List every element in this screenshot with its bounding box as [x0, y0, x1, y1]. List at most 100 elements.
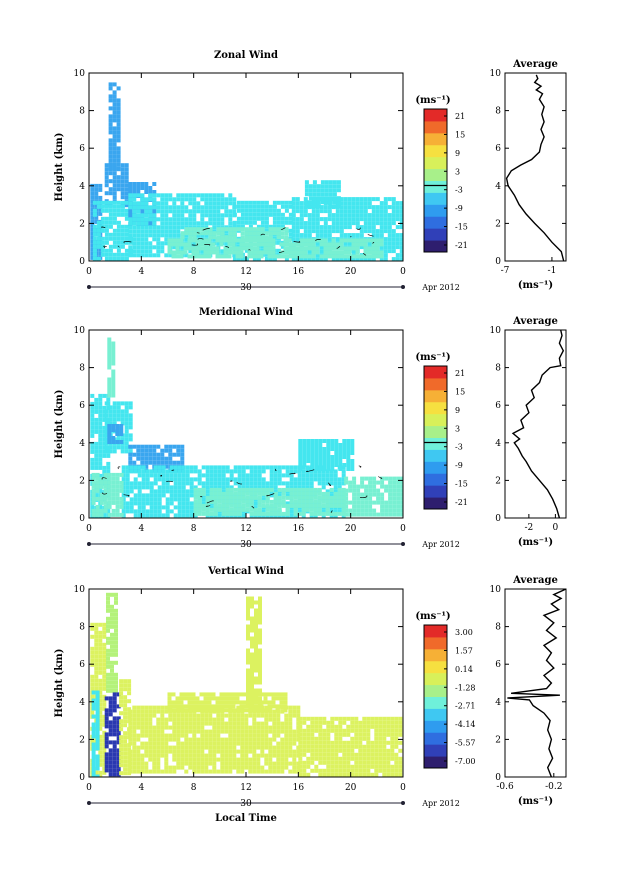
- heatmap-cell: [110, 604, 114, 609]
- heatmap-cell: [378, 764, 383, 769]
- heatmap-cell: [273, 503, 278, 508]
- heatmap-cell: [236, 717, 241, 722]
- heatmap-cell: [112, 138, 117, 143]
- heatmap-cell: [272, 729, 277, 734]
- heatmap-cell: [114, 688, 118, 693]
- heatmap-cell: [315, 241, 320, 246]
- heatmap-cell: [246, 656, 250, 661]
- heatmap-cell: [90, 662, 95, 667]
- heatmap-cell: [260, 216, 265, 221]
- heatmap-cell: [307, 225, 312, 230]
- heatmap-cell: [368, 508, 373, 513]
- heatmap-cell: [116, 224, 121, 229]
- heatmap-cell: [124, 409, 129, 414]
- heatmap-cell: [364, 492, 369, 497]
- heatmap-cell: [121, 513, 126, 518]
- heatmap-cell: [106, 453, 111, 458]
- heatmap-data: [90, 82, 403, 261]
- heatmap-cell: [141, 481, 146, 486]
- heatmap-cell: [306, 756, 311, 761]
- heatmap-cell: [258, 688, 262, 693]
- heatmap-cell: [367, 241, 372, 246]
- heatmap-cell: [176, 197, 181, 202]
- heatmap-cell: [354, 764, 359, 769]
- heatmap-cell: [192, 741, 197, 746]
- heatmap-cell: [104, 764, 109, 769]
- heatmap-cell: [136, 456, 141, 461]
- heatmap-cell: [104, 183, 109, 188]
- heatmap-cell: [302, 744, 307, 749]
- heatmap-cell: [221, 485, 226, 490]
- heatmap-cell: [172, 721, 177, 726]
- heatmap-cell: [308, 188, 313, 193]
- heatmap-cell: [398, 728, 403, 733]
- heatmap-cell: [203, 700, 208, 705]
- heatmap-cell: [391, 233, 396, 238]
- heatmap-cell: [246, 688, 250, 693]
- heatmap-cell: [272, 227, 277, 232]
- heatmap-cell: [169, 473, 174, 478]
- heatmap-cell: [161, 513, 166, 518]
- heatmap-cell: [280, 224, 285, 229]
- heatmap-cell: [148, 737, 153, 742]
- heatmap-cell: [374, 744, 379, 749]
- heatmap-cell: [363, 201, 368, 206]
- heatmap-cell: [247, 704, 252, 709]
- heatmap-cell: [354, 720, 359, 725]
- heatmap-cell: [372, 476, 377, 481]
- heatmap-cell: [298, 752, 303, 757]
- heatmap-cell: [112, 154, 117, 159]
- heatmap-cell: [148, 757, 153, 762]
- heatmap-cell: [160, 452, 165, 457]
- heatmap-cell: [112, 409, 117, 414]
- heatmap-cell: [108, 212, 113, 217]
- heatmap-cell: [346, 728, 351, 733]
- heatmap-cell: [363, 242, 368, 247]
- heatmap-cell: [191, 708, 196, 713]
- heatmap-cell: [180, 225, 185, 230]
- heatmap-cell: [256, 216, 261, 221]
- heatmap-cell: [248, 757, 253, 762]
- heatmap-cell: [160, 769, 165, 774]
- heatmap-cell: [339, 221, 344, 226]
- heatmap-cell: [116, 252, 121, 257]
- heatmap-cell: [185, 509, 190, 514]
- heatmap-cell: [90, 239, 95, 244]
- heatmap-cell: [192, 193, 197, 198]
- heatmap-cell: [354, 728, 359, 733]
- heatmap-cell: [168, 217, 173, 222]
- heatmap-cell: [187, 242, 192, 247]
- heatmap-cell: [318, 728, 323, 733]
- heatmap-cell: [281, 503, 286, 508]
- heatmap-cell: [196, 221, 201, 226]
- heatmap-cell: [121, 469, 126, 474]
- heatmap-cell: [123, 731, 128, 736]
- heatmap-cell: [276, 729, 281, 734]
- heatmap-cell: [316, 200, 321, 205]
- heatmap-cell: [145, 485, 150, 490]
- heatmap-cell: [120, 167, 125, 172]
- heatmap-cell: [244, 753, 249, 758]
- heatmap-cell: [149, 473, 154, 478]
- heatmap-cell: [256, 725, 261, 730]
- heatmap-cell: [172, 217, 177, 222]
- heatmap-cell: [200, 221, 205, 226]
- heatmap-cell: [342, 744, 347, 749]
- heatmap-cell: [193, 491, 198, 496]
- heatmap-cell: [94, 457, 99, 462]
- heatmap-cell: [94, 203, 99, 208]
- heatmap-cell: [255, 254, 260, 259]
- heatmap-cell: [272, 256, 277, 261]
- heatmap-cell: [315, 257, 320, 261]
- heatmap-cell: [380, 496, 385, 501]
- heatmap-cell: [378, 752, 383, 757]
- heatmap-cell: [99, 496, 104, 501]
- heatmap-cell: [112, 740, 117, 745]
- heatmap-cell: [229, 503, 234, 508]
- heatmap-cell: [175, 700, 180, 705]
- heatmap-cell: [387, 221, 392, 226]
- heatmap-cell: [112, 90, 117, 95]
- heatmap-cell: [298, 764, 303, 769]
- heatmap-cell: [137, 501, 142, 506]
- heatmap-cell: [253, 477, 258, 482]
